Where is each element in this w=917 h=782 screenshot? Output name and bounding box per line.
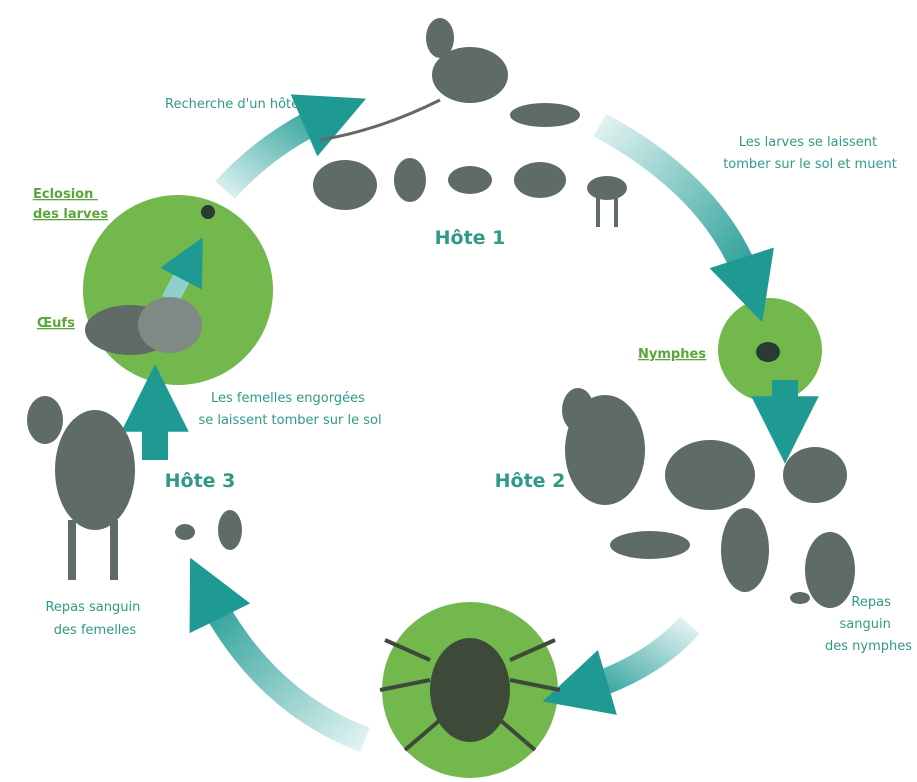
label-line: tomber sur le sol et muent — [723, 157, 897, 172]
host-label: Hôte 1 — [435, 227, 506, 249]
label-line: Les femelles engorgées — [211, 391, 365, 406]
label-line: sanguin — [840, 617, 891, 632]
arrow — [205, 588, 365, 740]
label-line: Eclosion — [33, 187, 93, 202]
label: Les larves se laissent tomber sur le sol… — [723, 135, 897, 172]
label: Recherche d'un hôte — [165, 97, 299, 112]
stage-label: Œufs — [37, 316, 75, 331]
label-line: Les larves se laissent — [739, 135, 877, 150]
label: Les femelles engorgées se laissent tombe… — [198, 391, 381, 428]
label-line: des nymphes — [825, 639, 912, 654]
label: Repas sanguin des femelles — [45, 600, 144, 638]
arrow — [600, 125, 752, 290]
label-line: des larves — [33, 207, 108, 222]
label-line: Repas — [851, 595, 891, 610]
stage-label: Nymphes — [638, 347, 706, 362]
host-label: Hôte 2 — [495, 470, 566, 492]
label-line: se laissent tomber sur le sol — [198, 413, 381, 428]
host-label: Hôte 3 — [165, 470, 236, 492]
stage-label: Eclosion des larves — [33, 187, 108, 222]
tick-life-cycle: Recherche d'un hôte Les larves se laisse… — [0, 0, 917, 782]
label-line: Repas sanguin — [45, 600, 140, 615]
arrow — [575, 625, 690, 692]
label-line: des femelles — [54, 623, 137, 638]
